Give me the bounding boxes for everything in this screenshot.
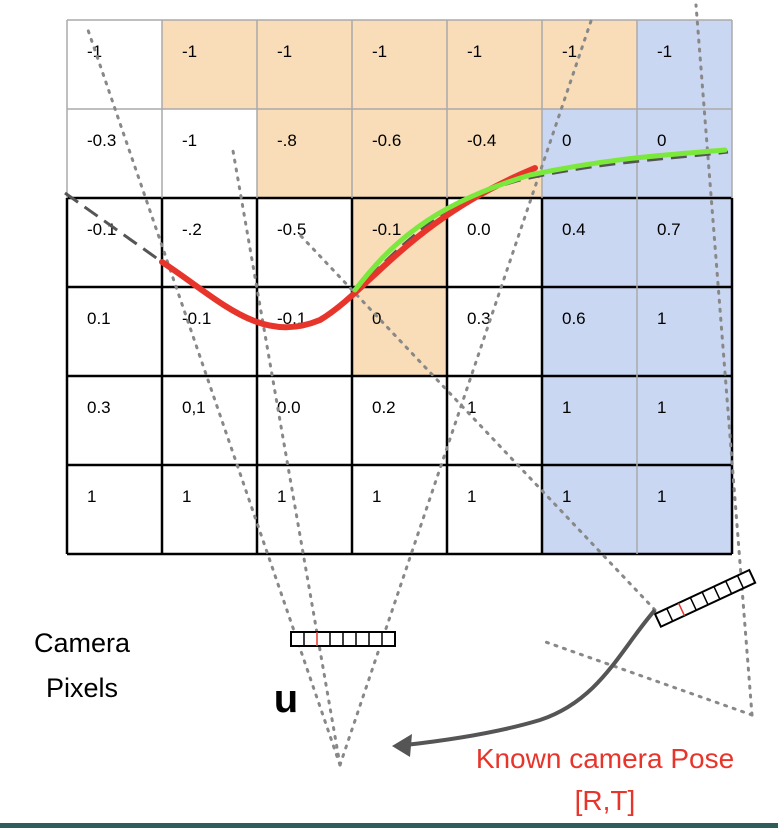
- grid-cell: [67, 20, 162, 109]
- grid-cell: [352, 109, 447, 198]
- grid-cell: [257, 198, 352, 287]
- grid-cell: [447, 287, 542, 376]
- pose-label-line1: Known camera Pose: [476, 743, 734, 774]
- grid-cell-value: -.8: [277, 131, 297, 150]
- grid-cell-value: 1: [277, 487, 286, 506]
- grid-cell: [542, 20, 637, 109]
- grid-cell: [542, 287, 637, 376]
- grid-cell: [67, 465, 162, 554]
- grid-cell-value: -1: [657, 42, 672, 61]
- camera-pixels-label-line1: Camera: [34, 628, 131, 658]
- grid-cell-value: 0: [562, 131, 571, 150]
- grid-cell: [257, 287, 352, 376]
- grid-cell-value: -0.3: [87, 131, 116, 150]
- grid-cell-value: -0.1: [372, 220, 401, 239]
- grid-cell: [352, 287, 447, 376]
- grid-cell-value: -1: [467, 42, 482, 61]
- grid-cell: [67, 109, 162, 198]
- pose-arrow-head: [392, 734, 412, 757]
- grid-cell-value: 0.0: [277, 398, 301, 417]
- grid-cell-value: -0.4: [467, 131, 496, 150]
- grid-cell: [637, 287, 732, 376]
- grid-cell-value: 0,1: [182, 398, 206, 417]
- grid-cell-value: 0.0: [467, 220, 491, 239]
- grid-cell: [542, 198, 637, 287]
- dashed-surface-curve: [64, 150, 729, 329]
- right-camera-pixel-strip: [653, 568, 757, 629]
- grid-cell: [637, 376, 732, 465]
- grid-cell: [352, 20, 447, 109]
- grid-cell-value: -1: [562, 42, 577, 61]
- camera-pixels-label-line2: Pixels: [46, 673, 118, 703]
- grid-cell: [257, 109, 352, 198]
- green-surface-curve: [352, 147, 728, 293]
- pose-arrow: [404, 608, 657, 747]
- grid-cell-value: 1: [562, 487, 571, 506]
- grid-cell: [637, 20, 732, 109]
- red-surface-curve: [159, 165, 538, 331]
- grid-cell-value: -0.6: [372, 131, 401, 150]
- grid-cell: [637, 198, 732, 287]
- grid-cell-value: -1: [372, 42, 387, 61]
- grid-cell: [637, 465, 732, 554]
- left-camera-ray-2: [230, 143, 342, 767]
- grid-cell: [257, 376, 352, 465]
- grid-cell: [162, 109, 257, 198]
- right-camera-ray-2: [538, 638, 754, 717]
- grid-cell: [162, 465, 257, 554]
- u-label: u: [274, 677, 298, 721]
- grid-cell: [352, 465, 447, 554]
- bottom-bar: [0, 823, 778, 828]
- grid-cell-value: 0.1: [87, 309, 111, 328]
- grid-cell-value: -1: [277, 42, 292, 61]
- grid-cell-value: 1: [372, 487, 381, 506]
- grid-cell-value: 0.6: [562, 309, 586, 328]
- grid-cell-value: 1: [182, 487, 191, 506]
- grid-cell-value: -0.1: [182, 309, 211, 328]
- grid-cell-value: -0.5: [277, 220, 306, 239]
- grid-cell-value: 0: [657, 131, 666, 150]
- grid-cell-value: 1: [87, 487, 96, 506]
- grid-cell-value: -0.1: [87, 220, 116, 239]
- grid-cell-value: 0.7: [657, 220, 681, 239]
- grid-cell: [162, 376, 257, 465]
- grid-cell: [447, 20, 542, 109]
- grid-cell-value: 1: [657, 487, 666, 506]
- grid-cell: [162, 20, 257, 109]
- grid-cell: [542, 465, 637, 554]
- grid-cell: [447, 376, 542, 465]
- grid-lines: [65, 19, 734, 556]
- grid-cell: [162, 287, 257, 376]
- grid-cell-value: 0.3: [467, 309, 491, 328]
- grid-cell-value: -1: [87, 42, 102, 61]
- grid-cell-value: 1: [562, 398, 571, 417]
- grid-cell-value: -1: [182, 42, 197, 61]
- tsdf-grid: -1 -1 -1 -1 -1 -1 -1 -0.3 -1 -.8 -0.6 -0.4 0 0 -0.1 -.2…: [67, 20, 732, 554]
- grid-cell-value: 0.2: [372, 398, 396, 417]
- pose-label-line2: [R,T]: [575, 785, 636, 816]
- grid-cell-value: 1: [657, 398, 666, 417]
- grid-cell-value: -.2: [182, 220, 202, 239]
- grid-cell: [257, 465, 352, 554]
- grid-cell-value: 0.4: [562, 220, 586, 239]
- grid-cell: [67, 198, 162, 287]
- grid-cell-value: 0.3: [87, 398, 111, 417]
- left-camera-pixel-strip: [290, 631, 396, 647]
- grid-cell-value: 1: [657, 309, 666, 328]
- grid-cell: [447, 465, 542, 554]
- grid-cell: [447, 109, 542, 198]
- grid-cell-value: 0: [372, 309, 381, 328]
- grid-cell: [542, 376, 637, 465]
- grid-cell-value: -1: [182, 131, 197, 150]
- grid-cell: [447, 198, 542, 287]
- grid-cell-value: 1: [467, 487, 476, 506]
- grid-cell: [67, 287, 162, 376]
- left-camera-ray-3: [338, 16, 594, 767]
- right-camera-ray-1: [694, 3, 754, 717]
- grid-cell: [352, 376, 447, 465]
- grid-cell-value: 1: [467, 398, 476, 417]
- grid-cell: [257, 20, 352, 109]
- grid-cell: [67, 376, 162, 465]
